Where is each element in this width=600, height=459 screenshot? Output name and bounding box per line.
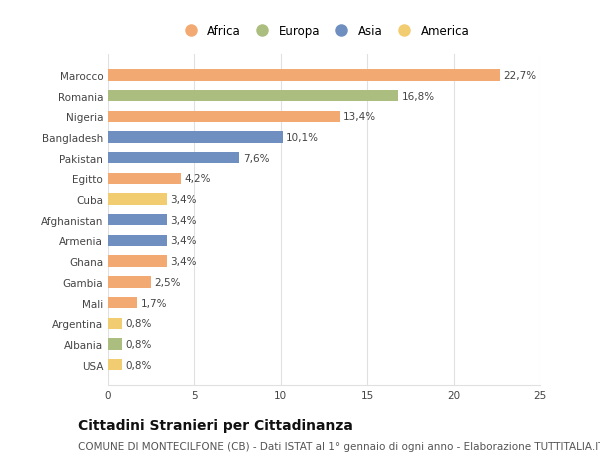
Bar [108, 194, 167, 205]
Bar [108, 297, 137, 308]
Text: 3,4%: 3,4% [170, 257, 197, 267]
Text: 2,5%: 2,5% [155, 277, 181, 287]
Bar [108, 256, 167, 267]
Bar [108, 359, 122, 370]
Bar [108, 153, 239, 164]
Bar [108, 318, 122, 329]
Text: 4,2%: 4,2% [184, 174, 211, 184]
Text: 1,7%: 1,7% [141, 298, 167, 308]
Bar [108, 215, 167, 226]
Text: 3,4%: 3,4% [170, 236, 197, 246]
Bar [108, 277, 151, 288]
Text: Cittadini Stranieri per Cittadinanza: Cittadini Stranieri per Cittadinanza [78, 418, 353, 432]
Text: 16,8%: 16,8% [402, 91, 435, 101]
Text: 0,8%: 0,8% [125, 360, 152, 370]
Text: 13,4%: 13,4% [343, 112, 376, 122]
Bar [108, 235, 167, 246]
Text: 3,4%: 3,4% [170, 195, 197, 205]
Bar [108, 132, 283, 143]
Bar [108, 70, 500, 81]
Text: COMUNE DI MONTECILFONE (CB) - Dati ISTAT al 1° gennaio di ogni anno - Elaborazio: COMUNE DI MONTECILFONE (CB) - Dati ISTAT… [78, 441, 600, 451]
Text: 10,1%: 10,1% [286, 133, 319, 143]
Bar [108, 91, 398, 102]
Text: 0,8%: 0,8% [125, 319, 152, 329]
Bar [108, 112, 340, 123]
Text: 3,4%: 3,4% [170, 215, 197, 225]
Text: 7,6%: 7,6% [243, 153, 269, 163]
Bar [108, 339, 122, 350]
Bar [108, 174, 181, 185]
Text: 0,8%: 0,8% [125, 339, 152, 349]
Legend: Africa, Europa, Asia, America: Africa, Europa, Asia, America [175, 21, 473, 41]
Text: 22,7%: 22,7% [504, 71, 537, 81]
